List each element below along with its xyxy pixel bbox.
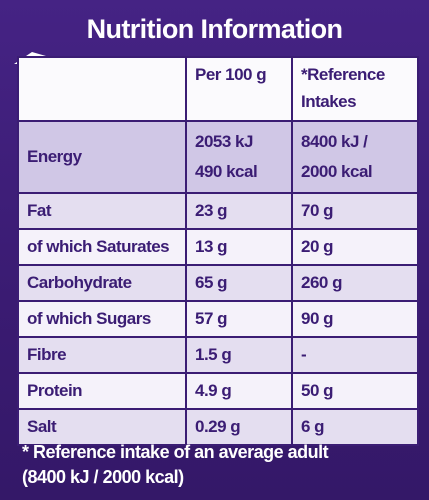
- header-row: Per 100 g *Reference Intakes: [17, 56, 419, 122]
- cell: 20 g: [291, 228, 419, 266]
- cell: 1.5 g: [185, 336, 293, 374]
- cell: 50 g: [291, 372, 419, 410]
- footnote-line: * Reference intake of an average adult: [22, 442, 329, 462]
- cell-line: 2053 kJ: [195, 132, 253, 151]
- cell: 0.29 g: [185, 408, 293, 446]
- nutrient-row: Protein 4.9 g 50 g: [17, 372, 419, 410]
- nutrition-table: Per 100 g *Reference Intakes Energy 2053 kJ…: [17, 56, 419, 446]
- energy-row: Energy 2053 kJ 490 kcal 8400 kJ / 2000 kcal: [17, 120, 419, 194]
- nutrient-row: of which Sugars 57 g 90 g: [17, 300, 419, 338]
- column-header: Per 100 g: [185, 56, 293, 122]
- nutrient-row: Fat 23 g 70 g: [17, 192, 419, 230]
- cell: 65 g: [185, 264, 293, 302]
- cell: [17, 56, 187, 122]
- nutrient-row: Carbohydrate 65 g 260 g: [17, 264, 419, 302]
- footnote: * Reference intake of an average adult (…: [22, 440, 329, 490]
- cell: 57 g: [185, 300, 293, 338]
- cell: -: [291, 336, 419, 374]
- row-name: of which Saturates: [17, 228, 187, 266]
- row-name: Protein: [17, 372, 187, 410]
- row-name: Fibre: [17, 336, 187, 374]
- cell-line: 2000 kcal: [301, 162, 373, 181]
- cell: 6 g: [291, 408, 419, 446]
- cell: 4.9 g: [185, 372, 293, 410]
- cell: 23 g: [185, 192, 293, 230]
- row-name: Salt: [17, 408, 187, 446]
- row-name: of which Sugars: [17, 300, 187, 338]
- row-name: Energy: [17, 120, 187, 194]
- cell-line: 490 kcal: [195, 162, 258, 181]
- nutrient-row: of which Saturates 13 g 20 g: [17, 228, 419, 266]
- cell: 260 g: [291, 264, 419, 302]
- cell: 70 g: [291, 192, 419, 230]
- title: Nutrition Information: [86, 14, 343, 44]
- row-name: Fat: [17, 192, 187, 230]
- row-name: Carbohydrate: [17, 264, 187, 302]
- cell: 90 g: [291, 300, 419, 338]
- footnote-line: (8400 kJ / 2000 kcal): [22, 467, 184, 487]
- cell: 13 g: [185, 228, 293, 266]
- cell: 8400 kJ / 2000 kcal: [291, 120, 419, 194]
- cell: 2053 kJ 490 kcal: [185, 120, 293, 194]
- cell-line: 8400 kJ /: [301, 132, 368, 151]
- column-header: *Reference Intakes: [291, 56, 419, 122]
- nutrient-row: Fibre 1.5 g-: [17, 336, 419, 374]
